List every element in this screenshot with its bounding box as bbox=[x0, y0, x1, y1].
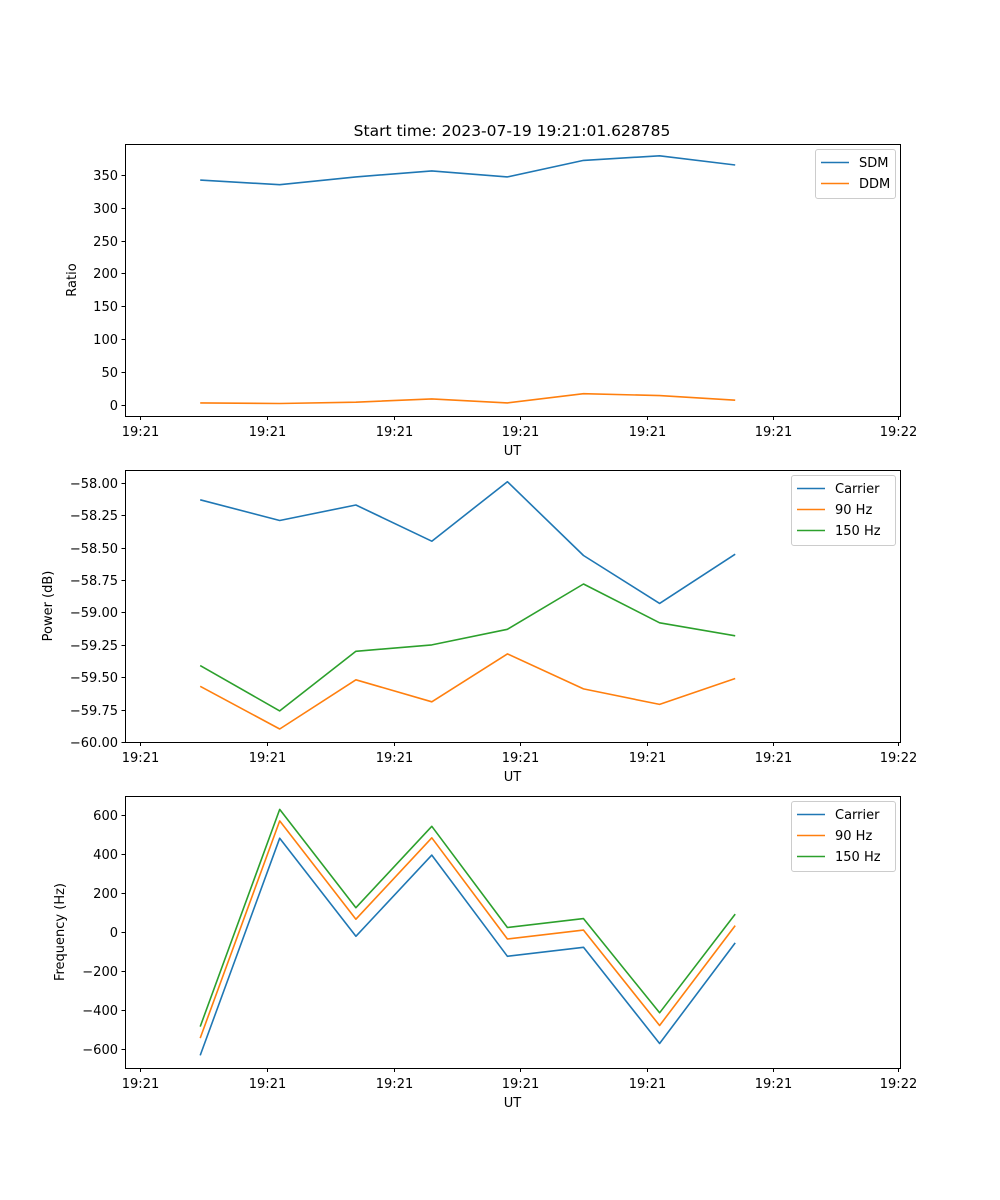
y-tick-label: −200 bbox=[82, 965, 118, 980]
legend-frame bbox=[791, 475, 896, 546]
subplot-ratio: 0 50 100 150 200 250 300 350 19:21 19:21 19:21 19:2… bbox=[65, 144, 917, 459]
x-tick-label: 19:21 bbox=[376, 425, 413, 440]
y-tick-label: −58.25 bbox=[70, 509, 118, 524]
y-tick-label: −59.50 bbox=[70, 671, 118, 686]
x-tick-label: 19:22 bbox=[880, 425, 917, 440]
y-tick-label: 400 bbox=[93, 848, 118, 863]
series-line-90-hz bbox=[199, 820, 736, 1039]
legend-label: 90 Hz bbox=[835, 829, 872, 844]
x-tick-label: 19:21 bbox=[629, 751, 666, 766]
x-tick-label: 19:21 bbox=[755, 1077, 792, 1092]
series-line-90-hz bbox=[199, 653, 736, 730]
x-tick-label: 19:21 bbox=[629, 425, 666, 440]
y-tick-label: −400 bbox=[82, 1004, 118, 1019]
x-tick-label: 19:21 bbox=[249, 1077, 286, 1092]
x-tick-label: 19:21 bbox=[376, 751, 413, 766]
legend-label: 150 Hz bbox=[835, 850, 881, 865]
x-tick-label: 19:21 bbox=[249, 751, 286, 766]
legend: Carrier 90 Hz 150 Hz bbox=[791, 475, 896, 546]
y-tick-label: 0 bbox=[110, 926, 118, 941]
y-tick-label: 50 bbox=[101, 366, 118, 381]
series-line-carrier bbox=[199, 480, 736, 605]
x-axis-label: UT bbox=[504, 770, 522, 785]
x-axis-label: UT bbox=[504, 1096, 522, 1111]
legend-label: 90 Hz bbox=[835, 503, 872, 518]
y-tick-label: 200 bbox=[93, 887, 118, 902]
y-tick-label: 300 bbox=[93, 202, 118, 217]
y-tick-label: −59.75 bbox=[70, 704, 118, 719]
y-tick-label: −58.75 bbox=[70, 574, 118, 589]
series-line-sdm bbox=[200, 155, 736, 186]
legend-label: SDM bbox=[859, 156, 888, 171]
series-line-150-hz bbox=[199, 808, 736, 1027]
axes-frame bbox=[125, 144, 901, 417]
x-tick-label: 19:21 bbox=[122, 1077, 159, 1092]
legend-label: DDM bbox=[859, 177, 890, 192]
y-tick-label: −59.00 bbox=[70, 606, 118, 621]
x-axis-label: UT bbox=[504, 444, 522, 459]
x-tick-label: 19:21 bbox=[755, 425, 792, 440]
y-tick-label: −58.00 bbox=[70, 477, 118, 492]
x-tick-label: 19:21 bbox=[502, 1077, 539, 1092]
x-tick-label: 19:21 bbox=[122, 751, 159, 766]
subplot-frequency: −600 −400 −200 0 200 400 600 19:21 19:21 19:21 19:… bbox=[53, 796, 917, 1111]
series-line-ddm bbox=[200, 392, 736, 405]
x-tick-label: 19:21 bbox=[629, 1077, 666, 1092]
y-tick-label: 0 bbox=[110, 399, 118, 414]
y-tick-label: −59.25 bbox=[70, 639, 118, 654]
y-tick-label: 600 bbox=[93, 809, 118, 824]
x-tick-label: 19:22 bbox=[880, 1077, 917, 1092]
legend-label: Carrier bbox=[835, 482, 880, 497]
y-axis-label: Frequency (Hz) bbox=[53, 883, 68, 981]
x-tick-label: 19:21 bbox=[249, 425, 286, 440]
legend: SDM DDM bbox=[815, 149, 896, 199]
axes-frame bbox=[125, 470, 901, 743]
x-tick-label: 19:21 bbox=[502, 751, 539, 766]
y-tick-label: 350 bbox=[93, 169, 118, 184]
legend-label: Carrier bbox=[835, 808, 880, 823]
legend-frame bbox=[791, 801, 896, 872]
subplot-power: −60.00 −59.75 −59.50 −59.25 −59.00 −58.75 −58.… bbox=[41, 470, 917, 785]
y-tick-label: −60.00 bbox=[70, 736, 118, 751]
y-tick-label: 100 bbox=[93, 333, 118, 348]
legend: Carrier 90 Hz 150 Hz bbox=[791, 801, 896, 872]
axes-frame bbox=[125, 796, 901, 1069]
legend-label: 150 Hz bbox=[835, 524, 881, 539]
x-tick-label: 19:21 bbox=[122, 425, 159, 440]
y-tick-label: −600 bbox=[82, 1043, 118, 1058]
chart-title: Start time: 2023-07-19 19:21:01.628785 bbox=[354, 122, 671, 140]
y-tick-label: 250 bbox=[93, 235, 118, 250]
y-axis-label: Ratio bbox=[65, 263, 80, 296]
x-tick-label: 19:21 bbox=[755, 751, 792, 766]
series-line-carrier bbox=[199, 837, 736, 1056]
y-tick-label: 150 bbox=[93, 300, 118, 315]
y-tick-label: 200 bbox=[93, 267, 118, 282]
x-tick-label: 19:21 bbox=[376, 1077, 413, 1092]
x-tick-label: 19:21 bbox=[502, 425, 539, 440]
y-axis-label: Power (dB) bbox=[41, 571, 56, 642]
x-tick-label: 19:22 bbox=[880, 751, 917, 766]
y-tick-label: −58.50 bbox=[70, 542, 118, 557]
series-line-150-hz bbox=[199, 583, 736, 712]
